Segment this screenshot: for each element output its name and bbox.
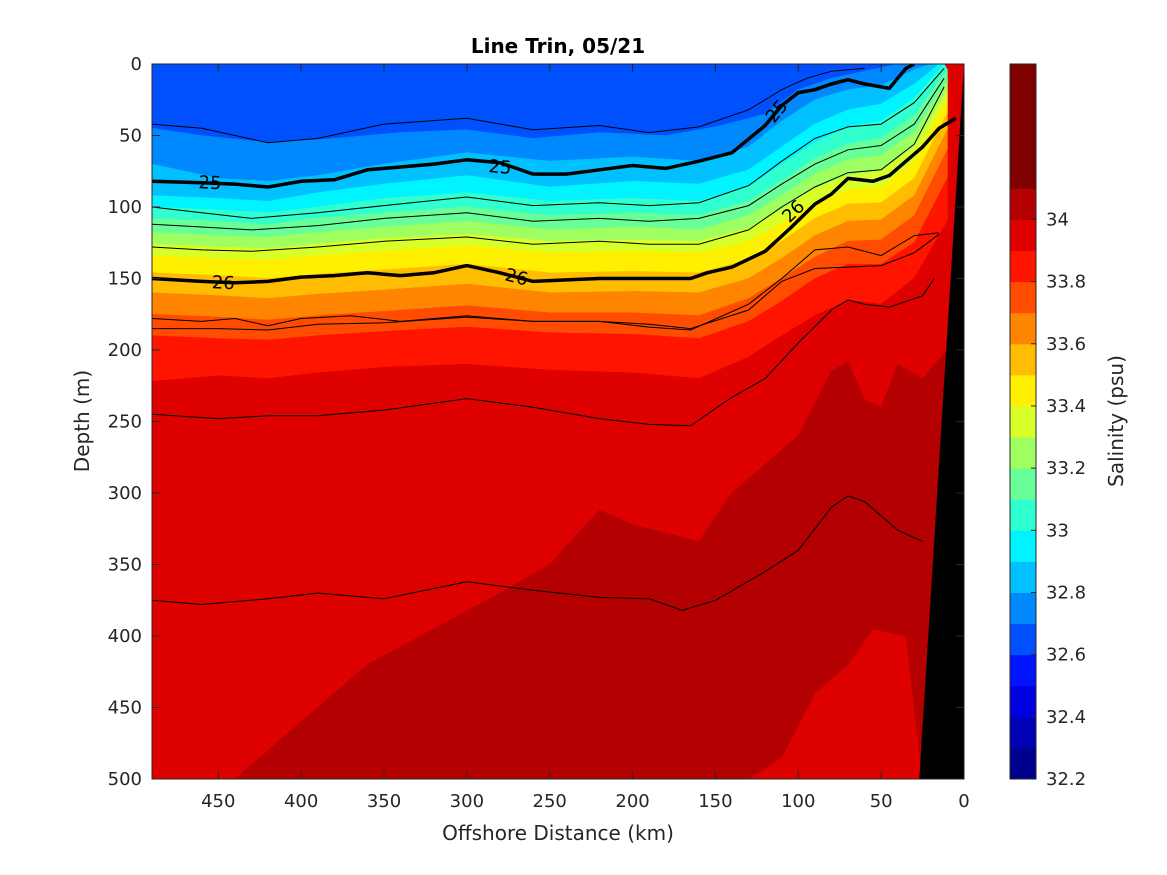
colorbar-frame <box>1009 63 1037 780</box>
colorbar-tick-label: 33.2 <box>1046 458 1086 479</box>
salinity-filled-contours <box>152 64 964 779</box>
y-axis: 0 50 100 150 200 250 300 350 400 450 500 <box>108 54 964 790</box>
colorbar-tick-label: 33.6 <box>1046 334 1086 355</box>
contour-label-group-3: 26 <box>211 272 235 294</box>
colorbar-swatch-4 <box>1010 623 1036 656</box>
y-axis-label: Depth (m) <box>70 370 94 472</box>
colorbar: 34 33.8 33.6 33.4 33.2 33 32.8 32.6 32.4 32.2 <box>1009 63 1086 790</box>
colorbar-label: Salinity (psu) <box>1104 355 1128 487</box>
y-tick-label: 500 <box>108 769 142 790</box>
y-tick-label: 300 <box>108 483 142 504</box>
colorbar-swatch-14 <box>1010 312 1036 345</box>
colorbar-swatch-11 <box>1010 405 1036 438</box>
colorbar-swatch-15 <box>1010 281 1036 314</box>
isopycnal-line-5 <box>152 232 940 331</box>
colorbar-swatch-0 <box>1010 747 1036 780</box>
isopycnal-line-1 <box>152 67 945 219</box>
x-tick-label: 0 <box>958 791 969 812</box>
y-tick-label: 400 <box>108 626 142 647</box>
y-tick-label: 250 <box>108 412 142 433</box>
x-tick-label: 350 <box>367 791 401 812</box>
seafloor-shelf <box>919 64 964 779</box>
colorbar-swatch-2 <box>1010 685 1036 718</box>
colorbar-swatch-13 <box>1010 343 1036 376</box>
colorbar-tick-label: 32.4 <box>1046 707 1086 728</box>
contour-label-group-0: 25 <box>198 172 222 194</box>
colorbar-swatch-18 <box>1010 188 1036 220</box>
contour-label-group-1: 25 <box>488 156 513 179</box>
shelf-polygon <box>919 64 964 779</box>
chart-title: Line Trin, 05/21 <box>471 34 645 58</box>
isopycnal-lines <box>152 67 945 611</box>
colorbar-swatch-12 <box>1010 374 1036 407</box>
x-tick-label: 150 <box>698 791 732 812</box>
x-tick-label: 300 <box>450 791 484 812</box>
contour-label: 25 <box>198 172 222 194</box>
isopycnal-line-0 <box>152 67 865 144</box>
x-tick-label: 450 <box>201 791 235 812</box>
x-tick-label: 100 <box>781 791 815 812</box>
y-tick-label: 150 <box>108 269 142 290</box>
salinity-band-14 <box>152 349 948 779</box>
isopycnal-line-2 <box>152 78 945 231</box>
colorbar-swatch-7 <box>1010 530 1036 562</box>
x-tick-label: 200 <box>615 791 649 812</box>
isopycnal-line-7 <box>152 495 923 611</box>
colorbar-tick-label: 33.4 <box>1046 396 1086 417</box>
colorbar-swatch-9 <box>1010 468 1036 500</box>
isopycnal-line-6 <box>152 278 935 427</box>
y-tick-label: 100 <box>108 197 142 218</box>
colorbar-tick-label: 33 <box>1046 520 1069 541</box>
colorbar-tick-label: 33.8 <box>1046 272 1086 293</box>
contour-label: 26 <box>211 272 235 294</box>
x-axis: 450 400 350 300 250 200 150 100 50 0 <box>201 64 970 812</box>
colorbar-swatch-8 <box>1010 499 1036 531</box>
colorbar-tick-label: 32.6 <box>1046 645 1086 666</box>
colorbar-tick-label: 34 <box>1046 209 1069 230</box>
y-tick-label: 450 <box>108 698 142 719</box>
contour-label: 25 <box>488 156 513 179</box>
x-tick-label: 400 <box>284 791 318 812</box>
colorbar-swatch-3 <box>1010 654 1036 687</box>
colorbar-swatch-6 <box>1010 561 1036 593</box>
y-tick-label: 50 <box>119 126 142 147</box>
colorbar-swatch-5 <box>1010 592 1036 625</box>
isopycnal-26-line <box>152 116 957 285</box>
colorbar-tick-label: 32.2 <box>1046 769 1086 790</box>
isopycnal-line-3 <box>152 86 945 252</box>
isopycnal-25-line <box>152 64 916 189</box>
colorbar-swatch-16 <box>1010 250 1036 283</box>
labeled-isopycnal-lines <box>152 64 957 285</box>
x-tick-label: 50 <box>870 791 893 812</box>
colorbar-swatch-1 <box>1010 716 1036 749</box>
y-tick-label: 200 <box>108 340 142 361</box>
x-axis-label: Offshore Distance (km) <box>442 821 674 845</box>
y-tick-label: 350 <box>108 555 142 576</box>
colorbar-swatch-10 <box>1010 437 1036 469</box>
colorbar-swatch-17 <box>1010 219 1036 252</box>
colorbar-swatch-19 <box>1010 64 1036 189</box>
colorbar-tick-label: 32.8 <box>1046 582 1086 603</box>
y-tick-label: 0 <box>131 54 142 75</box>
x-tick-label: 250 <box>533 791 567 812</box>
